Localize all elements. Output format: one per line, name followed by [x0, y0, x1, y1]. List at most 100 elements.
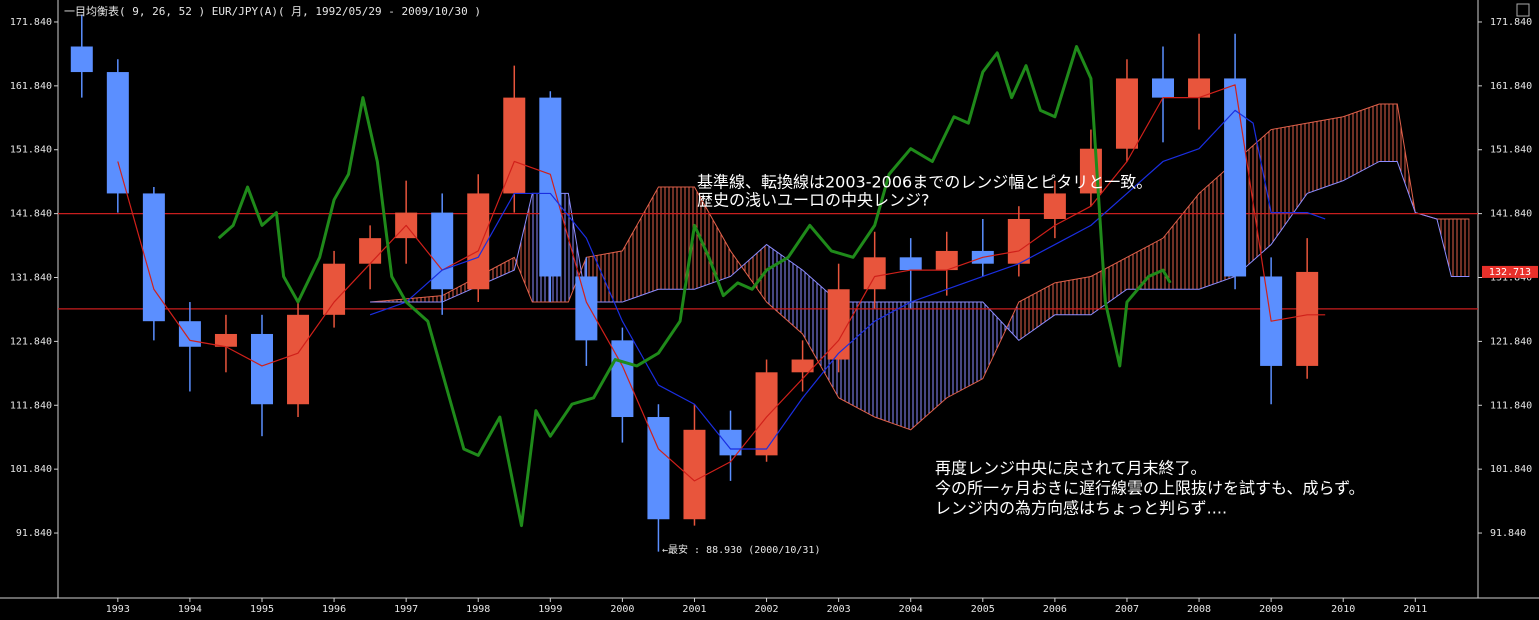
corner-button[interactable] — [1516, 3, 1530, 17]
cloud-span — [370, 103, 1470, 431]
x-tick-label: 2001 — [682, 604, 706, 615]
candle-body — [323, 263, 346, 315]
cloud-fill — [622, 187, 659, 303]
cloud-span — [370, 160, 1470, 342]
candle-body — [503, 97, 526, 194]
cloud-fill — [874, 302, 911, 430]
y-tick-label: 141.840 — [10, 209, 52, 220]
cloud-fill — [658, 187, 695, 290]
cloud-fill — [946, 302, 983, 398]
x-tick-label: 1999 — [538, 604, 562, 615]
x-tick-label: 2000 — [610, 604, 634, 615]
low-annotation: ←最安 : 88.930 (2000/10/31) — [662, 543, 820, 556]
candle-body — [647, 417, 670, 520]
candle-body — [1007, 218, 1030, 264]
candle-body — [142, 193, 165, 322]
y-tick-label: 121.840 — [10, 336, 52, 347]
plot: 91.840 91.840 101.840 101.840 111.840 111.840… — [10, 14, 1538, 615]
candle-body — [1043, 193, 1066, 219]
candle-body — [935, 250, 958, 271]
y-tick-label: 131.840 — [10, 273, 52, 284]
cloud-fill — [694, 187, 731, 290]
x-tick-label: 2004 — [899, 604, 923, 615]
candle-body — [70, 46, 93, 73]
y-tick-label: 171.840 — [10, 17, 52, 28]
candle-body — [214, 333, 237, 347]
cloud-fill — [1126, 238, 1164, 290]
last-price-label: 132.713 — [1489, 267, 1531, 278]
cloud-fill — [514, 193, 533, 303]
x-tick-label: 2007 — [1115, 604, 1139, 615]
candle-body — [1152, 78, 1175, 98]
candle-body — [539, 97, 562, 277]
x-tick-label: 2003 — [827, 604, 851, 615]
candle-body — [359, 238, 382, 264]
x-tick-label: 2008 — [1187, 604, 1211, 615]
x-tick-label: 1994 — [178, 604, 202, 615]
conversion-line — [117, 84, 1326, 482]
y-tick-label: 161.840 — [10, 81, 52, 92]
x-tick-label: 2010 — [1331, 604, 1355, 615]
candle-body — [827, 289, 850, 360]
annotation: レンジ内の為方向感はちょっと判らず.... — [935, 499, 1227, 518]
candle-body — [791, 359, 814, 373]
x-tick-label: 1997 — [394, 604, 418, 615]
candle-body — [431, 212, 454, 290]
cloud-fill — [910, 302, 947, 430]
y-tick-label: 121.840 — [1490, 336, 1532, 347]
y-tick-label: 151.840 — [10, 145, 52, 156]
y-tick-label: 111.840 — [1490, 400, 1532, 411]
x-tick-label: 1996 — [322, 604, 346, 615]
annotation: 歴史の浅いユーロの中央レンジ? — [697, 191, 930, 210]
cloud-fill — [766, 244, 803, 334]
cloud-fill — [1343, 104, 1380, 181]
y-tick-label: 141.840 — [1490, 209, 1532, 220]
x-tick-label: 2002 — [755, 604, 779, 615]
annotation: 今の所一ヶ月おきに遅行線雲の上限抜けを試すも、成らず。 — [935, 479, 1365, 498]
cloud-fill — [730, 244, 767, 303]
candle-body — [1296, 271, 1319, 366]
x-tick-label: 1995 — [250, 604, 274, 615]
y-tick-label: 151.840 — [1490, 145, 1532, 156]
candle-body — [755, 372, 778, 456]
y-tick-label: 101.840 — [10, 464, 52, 475]
y-tick-label: 91.840 — [16, 528, 52, 539]
chart-title: 一目均衡表( 9, 26, 52 ) EUR/JPY(A)( 月, 1992/0… — [64, 4, 481, 18]
x-tick-label: 2005 — [971, 604, 995, 615]
candle-body — [287, 314, 310, 405]
candle-body — [467, 193, 490, 290]
y-tick-label: 101.840 — [1490, 464, 1532, 475]
x-tick-label: 2009 — [1259, 604, 1283, 615]
candle-body — [250, 333, 273, 405]
candle-body — [106, 72, 129, 194]
cloud-fill — [1379, 104, 1398, 162]
candle-body — [178, 321, 201, 347]
cloud-fill — [1163, 193, 1200, 290]
candle-body — [683, 429, 706, 520]
candle-body — [575, 276, 598, 341]
candle-body — [1224, 78, 1247, 277]
x-tick-label: 1993 — [106, 604, 130, 615]
cloud-fill — [1054, 276, 1091, 315]
cloud-fill — [1090, 257, 1127, 315]
annotation: 基準線、転換線は2003-2006までのレンジ幅とピタリと一致。 — [697, 173, 1152, 192]
y-tick-label: 171.840 — [1490, 17, 1532, 28]
y-tick-label: 131.840 — [1490, 273, 1532, 284]
candle-body — [863, 257, 886, 290]
candle-body — [899, 257, 922, 271]
candle-body — [1115, 78, 1138, 149]
x-tick-label: 2011 — [1403, 604, 1427, 615]
y-tick-label: 111.840 — [10, 400, 52, 411]
x-tick-label: 1998 — [466, 604, 490, 615]
lagging-line — [217, 45, 1172, 528]
cloud-fill — [1307, 116, 1344, 194]
annotation: 再度レンジ中央に戻されて月末終了。 — [935, 459, 1207, 478]
cloud-fill — [1451, 218, 1470, 277]
x-tick-label: 2006 — [1043, 604, 1067, 615]
last-price-box — [1482, 265, 1538, 278]
y-tick-label: 161.840 — [1490, 81, 1532, 92]
candle-body — [1188, 78, 1211, 98]
